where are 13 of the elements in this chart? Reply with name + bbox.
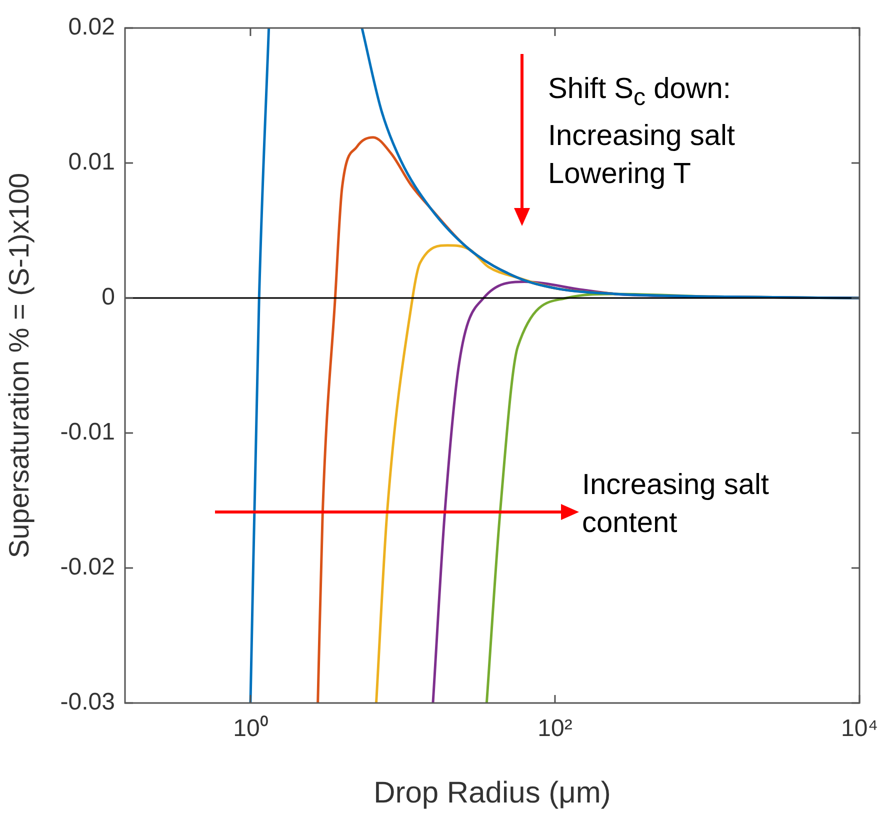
y-tick-label: -0.03 — [60, 688, 115, 716]
y-tick-label: 0 — [102, 284, 115, 311]
y-tick-label: 0.02 — [68, 14, 115, 41]
x-axis-title: Drop Radius (μm) — [374, 776, 611, 810]
x-tick-label: 10⁴ — [840, 715, 878, 742]
annotation: Shift S$_{c}$ down: Increasing salt Lowering T — [548, 72, 735, 192]
x-tick-label: 10⁰ — [233, 715, 268, 742]
y-tick-label: 0.01 — [68, 148, 115, 176]
y-axis-title: Supersaturation % = (S-1)x100 — [4, 172, 35, 558]
annotation: Increasing salt content — [582, 468, 769, 541]
x-tick-label: 10² — [538, 715, 572, 742]
y-tick-label: -0.02 — [60, 554, 115, 581]
y-tick-label: -0.01 — [60, 418, 115, 446]
